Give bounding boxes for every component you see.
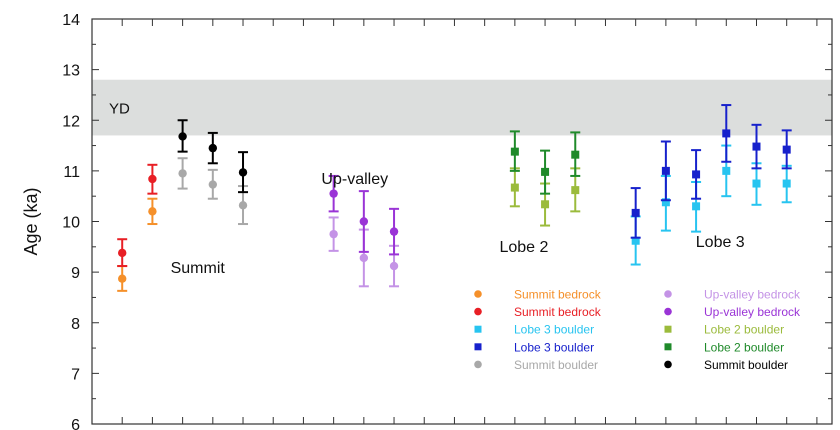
legend-marker (474, 325, 482, 333)
yd-band (92, 79, 832, 136)
data-point (118, 274, 127, 283)
legend-label: Summit boulder (704, 358, 788, 372)
yd-band-layer: YD (92, 79, 832, 136)
data-point (389, 261, 399, 271)
series-lobe-3-boulder-3 (630, 104, 792, 239)
data-point (148, 174, 157, 184)
series-lobe-2-boulder-6 (509, 167, 581, 227)
legend-marker (474, 290, 482, 298)
data-point (782, 145, 791, 154)
data-point (571, 186, 580, 195)
yd-band-label: YD (109, 101, 130, 118)
legend-item-summit-boulder: Summit boulder (664, 358, 788, 372)
group-label-summit: Summit (171, 260, 226, 277)
legend-marker (474, 360, 482, 369)
group-label-up-valley: Up-valley (321, 171, 388, 188)
data-point (359, 253, 369, 263)
legend-marker (664, 343, 672, 351)
data-point (148, 207, 157, 216)
data-point (631, 236, 640, 245)
series-summit-bedrock-1 (117, 163, 158, 268)
legend-item-lobe-3-boulder: Lobe 3 boulder (474, 340, 594, 354)
legend-item-lobe-2-boulder: Lobe 2 boulder (664, 340, 784, 354)
data-point (692, 170, 701, 179)
data-point (329, 229, 338, 239)
legend-item-lobe-3-boulder: Lobe 3 boulder (474, 323, 594, 337)
y-tick-label: 9 (71, 265, 80, 282)
data-point (389, 227, 399, 236)
data-point (208, 180, 218, 189)
y-tick-label: 6 (71, 417, 80, 430)
data-point (329, 189, 338, 198)
legend-marker (474, 343, 482, 351)
data-point (661, 166, 670, 175)
data-point (782, 179, 791, 188)
legend-label: Up-valley bedrock (704, 305, 801, 319)
y-tick-label: 10 (62, 215, 80, 232)
data-point (692, 202, 701, 211)
legend-label: Summit bedrock (514, 288, 602, 302)
y-tick-label: 11 (63, 164, 80, 181)
data-point (752, 142, 761, 151)
group-label-lobe-2: Lobe 2 (499, 239, 548, 256)
data-point (541, 167, 550, 176)
data-point (238, 201, 248, 210)
legend-marker (664, 290, 672, 298)
series-lobe-2-boulder-7 (509, 130, 581, 195)
legend-marker (664, 307, 672, 316)
legend-marker (474, 307, 482, 316)
legend-item-summit-boulder: Summit boulder (474, 358, 598, 372)
legend-label: Lobe 3 boulder (514, 323, 594, 337)
data-point (722, 166, 731, 175)
annotations-layer: Summit Up-valley Lobe 2 Lobe 3 (171, 171, 745, 277)
y-tick-label: 7 (71, 366, 80, 383)
series-up-valley-bedrock-5 (328, 174, 400, 256)
legend-item-up-valley-bedrock: Up-valley bedrock (664, 305, 801, 319)
data-point (359, 217, 369, 226)
legend-item-lobe-2-boulder: Lobe 2 boulder (664, 323, 784, 337)
axes-layer: 6 7 8 9 10 11 12 13 14 Age (ka) (21, 12, 833, 430)
legend-item-up-valley-bedrock: Up-valley bedrock (664, 288, 801, 302)
data-point (510, 147, 519, 156)
data-point (178, 169, 187, 178)
data-point (178, 132, 187, 141)
y-tick-label: 8 (71, 316, 80, 333)
data-point (722, 129, 731, 138)
data-point (238, 168, 248, 177)
legend-label: Summit boulder (514, 358, 598, 372)
data-point (631, 208, 640, 217)
data-point (118, 248, 127, 258)
series-summit-boulder-9 (177, 119, 249, 194)
y-tick-label: 13 (62, 63, 80, 80)
data-point (661, 198, 670, 207)
y-axis-label: Age (ka) (21, 187, 41, 255)
legend-label: Summit bedrock (514, 305, 602, 319)
data-point (752, 179, 761, 188)
y-tick-label: 14 (62, 12, 80, 29)
legend-label: Lobe 2 boulder (704, 340, 784, 354)
legend-marker (664, 360, 672, 369)
legend: Summit bedrock Up-valley bedrock Summit be… (474, 288, 801, 372)
group-label-lobe-3: Lobe 3 (696, 234, 745, 251)
legend-label: Lobe 2 boulder (704, 323, 784, 337)
legend-label: Up-valley bedrock (704, 288, 801, 302)
data-marks-layer (117, 104, 792, 292)
legend-item-summit-bedrock: Summit bedrock (474, 305, 602, 319)
legend-marker (664, 325, 672, 333)
legend-item-summit-bedrock: Summit bedrock (474, 288, 602, 302)
legend-label: Lobe 3 boulder (514, 340, 594, 354)
data-point (208, 143, 218, 153)
y-tick-label: 12 (62, 113, 80, 130)
data-point (541, 200, 550, 209)
data-point (571, 150, 580, 159)
data-point (510, 183, 519, 192)
